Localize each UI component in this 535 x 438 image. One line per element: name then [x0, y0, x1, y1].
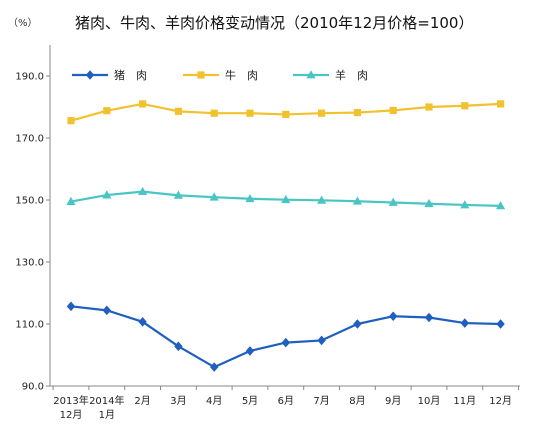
data-point: [389, 311, 398, 322]
x-tick-label: 2014年 1月: [89, 394, 124, 421]
x-tick-label: 2013年 12月: [53, 394, 88, 421]
x-tick-label: 5月: [242, 395, 258, 407]
data-point: [353, 319, 362, 329]
y-tick-label: 190.0: [15, 72, 44, 83]
data-point: [138, 186, 148, 196]
x-tick-label: 3月: [170, 395, 186, 407]
data-point: [245, 193, 255, 203]
data-point: [246, 109, 254, 117]
legend-item-0: 猪 肉: [72, 69, 147, 82]
legend: 猪 肉牛 肉羊 肉: [72, 68, 368, 82]
data-point: [67, 117, 75, 125]
data-point: [174, 107, 182, 115]
data-point: [497, 100, 505, 108]
data-point: [353, 108, 361, 117]
x-tick-label: 8月: [349, 395, 365, 407]
series-line: [70, 305, 501, 369]
data-point: [317, 335, 326, 346]
series-group: [66, 100, 506, 372]
data-point: [66, 196, 76, 205]
legend-label: 猪 肉: [114, 69, 147, 82]
data-point: [139, 100, 147, 108]
data-point: [389, 106, 397, 115]
data-point: [496, 201, 506, 210]
x-tick-label: 2月: [134, 395, 150, 407]
data-point: [496, 319, 505, 329]
x-tick-label: 9月: [385, 395, 401, 407]
data-point: [174, 341, 183, 352]
legend-label: 牛 肉: [225, 68, 258, 82]
data-point: [102, 305, 111, 316]
x-tick-label: 4月: [206, 395, 222, 407]
data-point: [424, 198, 434, 208]
y-axis-unit: （%）: [8, 17, 38, 29]
y-tick-label: 110.0: [15, 320, 44, 331]
data-point: [425, 103, 433, 111]
series-1: [67, 100, 505, 125]
data-point: [66, 301, 76, 312]
y-tick-label: 130.0: [15, 258, 44, 269]
data-point: [388, 197, 398, 206]
data-point: [460, 318, 469, 328]
x-tick-label: 7月: [313, 395, 329, 407]
legend-item-1: 牛 肉: [183, 68, 258, 82]
data-point: [103, 107, 111, 115]
data-point: [281, 194, 291, 204]
data-point: [461, 102, 469, 110]
data-point: [210, 362, 219, 372]
data-point: [282, 110, 290, 119]
y-tick-label: 150.0: [15, 196, 44, 207]
data-point: [318, 109, 326, 117]
data-point: [173, 190, 183, 199]
x-tick-label: 6月: [278, 395, 294, 407]
x-tick-label: 11月: [453, 395, 476, 407]
data-point: [210, 109, 218, 117]
chart-title: 猪肉、牛肉、羊肉价格变动情况（2010年12月价格=100）: [75, 14, 473, 32]
legend-item-2: 羊 肉: [293, 68, 368, 82]
data-point: [352, 196, 362, 205]
y-tick-label: 170.0: [15, 134, 44, 145]
data-point: [281, 337, 290, 348]
data-point: [102, 190, 112, 199]
y-tick-label: 90.0: [22, 382, 44, 393]
y-axis-ticks: 90.0 110.0 130.0 150.0 170.0 190.0: [15, 72, 50, 393]
legend-marker: [197, 71, 205, 79]
axes: [49, 45, 520, 387]
data-point: [209, 192, 219, 201]
data-point: [245, 346, 255, 356]
legend-marker: [306, 70, 316, 79]
data-point: [138, 317, 147, 327]
x-tick-label: 12月: [489, 395, 512, 407]
data-point: [317, 195, 327, 204]
legend-marker: [85, 70, 95, 80]
legend-label: 羊 肉: [335, 68, 368, 82]
x-tick-label: 10月: [418, 395, 441, 407]
series-2: [66, 186, 506, 210]
series-0: [66, 301, 505, 372]
data-point: [460, 200, 470, 209]
data-point: [424, 312, 434, 323]
